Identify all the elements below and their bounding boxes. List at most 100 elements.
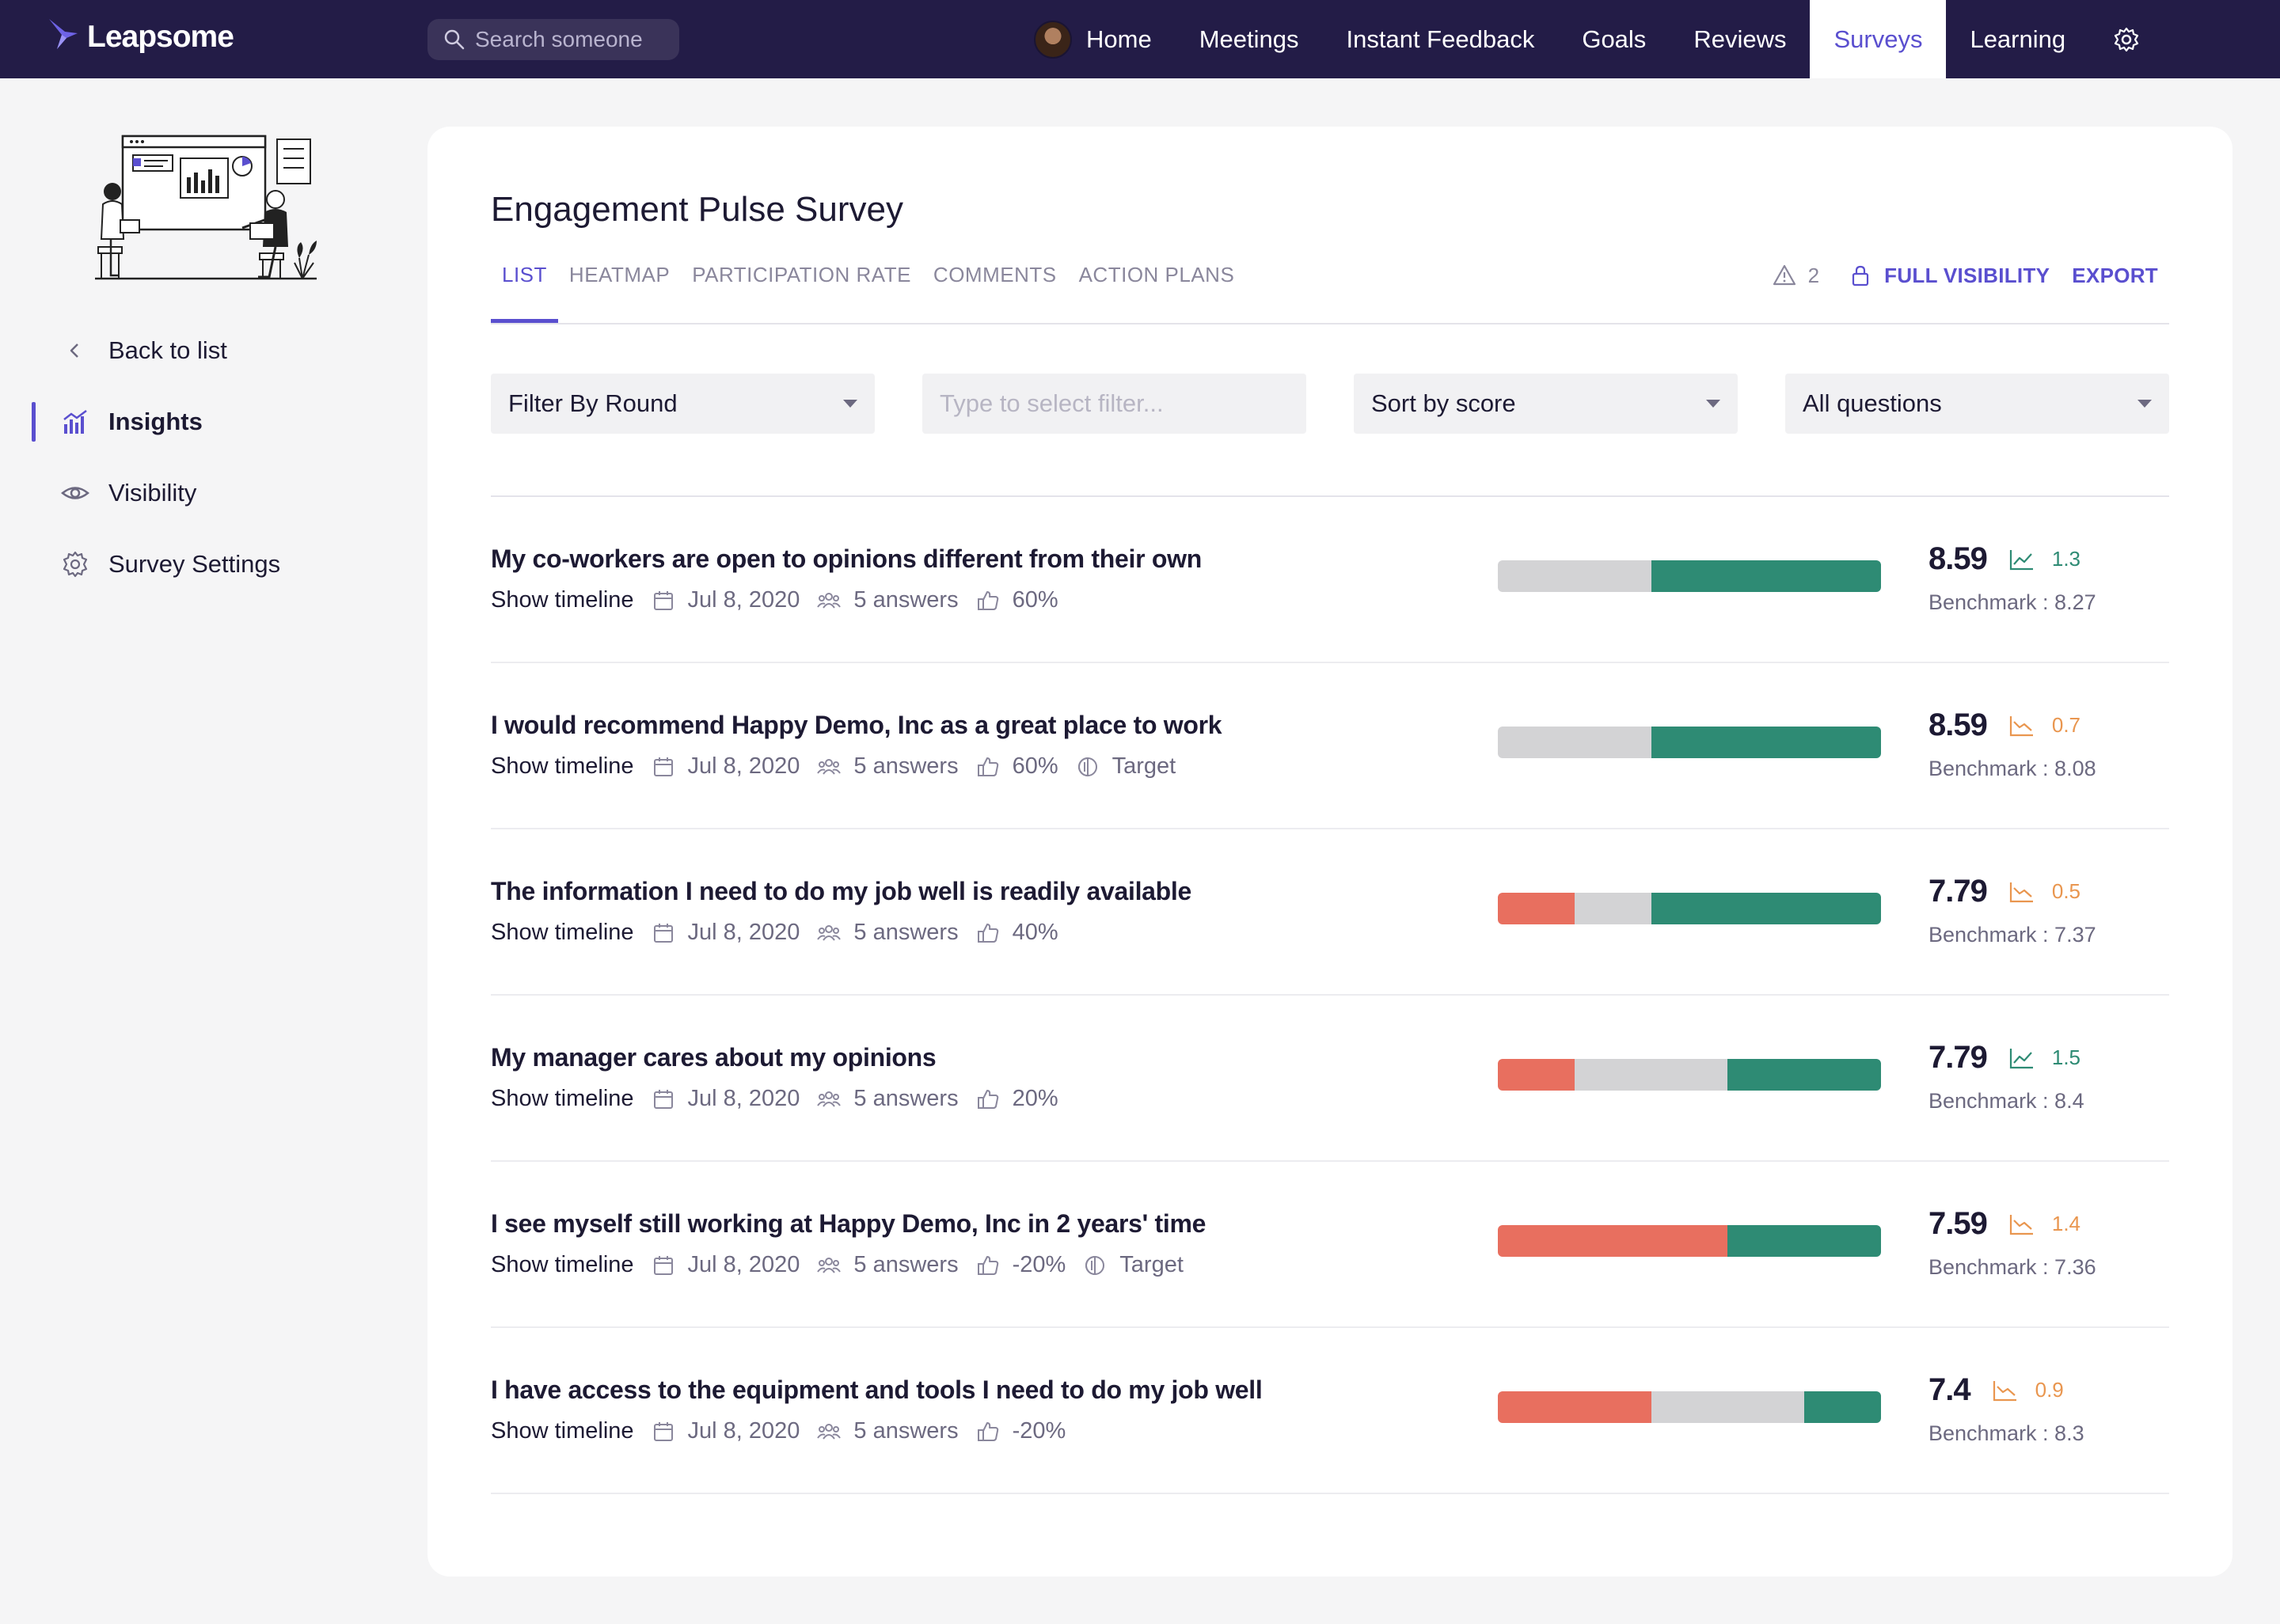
sidebar-item-label: Survey Settings: [108, 550, 281, 578]
favorable-percent: 60%: [1012, 587, 1058, 613]
answers-count: 5 answers: [853, 1252, 959, 1277]
negative-segment: [1498, 1391, 1651, 1423]
nav-reviews[interactable]: Reviews: [1693, 25, 1787, 53]
question-row[interactable]: I have access to the equipment and tools…: [491, 1328, 2169, 1494]
search-input[interactable]: [475, 27, 657, 52]
gear-icon: [2115, 27, 2139, 51]
tab-heatmap[interactable]: HEATMAP: [568, 263, 671, 286]
question-row[interactable]: The information I need to do my job well…: [491, 829, 2169, 996]
tab-participation-rate[interactable]: PARTICIPATION RATE: [692, 263, 911, 286]
select-value: Sort by score: [1371, 389, 1516, 417]
question-row[interactable]: My manager cares about my opinions Show …: [491, 996, 2169, 1162]
nav-goals[interactable]: Goals: [1582, 25, 1647, 53]
export-button[interactable]: EXPORT: [2072, 263, 2158, 287]
show-timeline-link[interactable]: Show timeline: [491, 753, 634, 779]
leapsome-logo[interactable]: Leapsome: [46, 17, 234, 57]
sort-select[interactable]: Sort by score: [1354, 374, 1738, 434]
sidebar-item-survey-settings[interactable]: Survey Settings: [32, 541, 280, 588]
score-block: 8.59 0.7: [1928, 708, 2080, 743]
question-row[interactable]: My co-workers are open to opinions diffe…: [491, 497, 2169, 663]
positive-segment: [1804, 1391, 1881, 1423]
question-title[interactable]: I have access to the equipment and tools…: [491, 1375, 1263, 1404]
filter-input[interactable]: [940, 389, 1289, 418]
search-icon: [444, 29, 465, 50]
question-date: Jul 8, 2020: [687, 920, 800, 945]
score-distribution-bar[interactable]: [1498, 727, 1881, 758]
question-meta: Show timeline Jul 8, 2020 5 answers 60%: [491, 587, 1076, 613]
neutral-segment: [1574, 1059, 1728, 1091]
question-title[interactable]: The information I need to do my job well…: [491, 877, 1192, 905]
target-label: Target: [1119, 1252, 1184, 1277]
tab-comments[interactable]: COMMENTS: [933, 263, 1057, 286]
question-title[interactable]: I would recommend Happy Demo, Inc as a g…: [491, 711, 1222, 739]
tab-list[interactable]: LIST: [491, 263, 558, 323]
score-block: 8.59 1.3: [1928, 541, 2080, 577]
settings-button[interactable]: [2089, 0, 2164, 78]
chart-icon: [59, 406, 91, 438]
questions-select[interactable]: All questions: [1785, 374, 2169, 434]
sidebar-item-back-to-list[interactable]: Back to list: [32, 327, 227, 374]
active-indicator: [32, 402, 36, 442]
full-visibility-link[interactable]: FULL VISIBILITY: [1884, 263, 2050, 287]
people-icon: [817, 921, 842, 945]
tab-action-plans[interactable]: ACTION PLANS: [1078, 263, 1235, 286]
people-icon: [817, 1254, 842, 1277]
score-distribution-bar[interactable]: [1498, 560, 1881, 592]
page-title: Engagement Pulse Survey: [491, 190, 903, 229]
eye-icon: [59, 477, 91, 509]
question-title[interactable]: My co-workers are open to opinions diffe…: [491, 544, 1202, 573]
question-title[interactable]: I see myself still working at Happy Demo…: [491, 1209, 1206, 1238]
show-timeline-link[interactable]: Show timeline: [491, 1418, 634, 1444]
score-delta: 1.5: [2051, 1045, 2081, 1069]
sidebar-item-visibility[interactable]: Visibility: [32, 469, 196, 517]
calendar-icon: [652, 1420, 675, 1444]
score-delta: 0.7: [2051, 713, 2081, 737]
question-row[interactable]: I would recommend Happy Demo, Inc as a g…: [491, 663, 2169, 829]
thumbs-up-icon: [976, 755, 1000, 779]
nav-learning[interactable]: Learning: [1970, 25, 2066, 53]
show-timeline-link[interactable]: Show timeline: [491, 920, 634, 945]
question-meta: Show timeline Jul 8, 2020 5 answers 40%: [491, 920, 1076, 946]
score-distribution-bar[interactable]: [1498, 1225, 1881, 1257]
score-distribution-bar[interactable]: [1498, 1059, 1881, 1091]
negative-segment: [1498, 1059, 1575, 1091]
question-title[interactable]: My manager cares about my opinions: [491, 1043, 937, 1072]
question-row[interactable]: I see myself still working at Happy Demo…: [491, 1162, 2169, 1328]
score-delta: 1.4: [2051, 1212, 2081, 1235]
score-value: 7.59: [1928, 1206, 1988, 1241]
sidebar-item-insights[interactable]: Insights: [32, 398, 203, 446]
filter-input-box[interactable]: [922, 374, 1306, 434]
score-delta: 0.5: [2051, 879, 2081, 903]
favorable-percent: -20%: [1012, 1418, 1066, 1444]
nav-meetings[interactable]: Meetings: [1199, 25, 1299, 53]
user-avatar[interactable]: [1034, 20, 1072, 59]
score-distribution-bar[interactable]: [1498, 893, 1881, 924]
nav-home[interactable]: Home: [1010, 0, 1176, 78]
neutral-segment: [1651, 1391, 1805, 1423]
warning-icon[interactable]: [1772, 263, 1797, 288]
benchmark-text: Benchmark : 8.08: [1928, 757, 2096, 780]
score-distribution-bar[interactable]: [1498, 1391, 1881, 1423]
question-meta: Show timeline Jul 8, 2020 5 answers 60% …: [491, 753, 1193, 780]
show-timeline-link[interactable]: Show timeline: [491, 1252, 634, 1277]
show-timeline-link[interactable]: Show timeline: [491, 587, 634, 613]
nav-surveys[interactable]: Surveys: [1810, 0, 1947, 78]
search-bar[interactable]: [428, 19, 679, 60]
trend-down-icon: [2009, 882, 2033, 902]
negative-segment: [1498, 893, 1575, 924]
nav-instant-feedback[interactable]: Instant Feedback: [1346, 25, 1535, 53]
target-icon: [1083, 1254, 1107, 1277]
show-timeline-link[interactable]: Show timeline: [491, 1086, 634, 1111]
filter-by-round-select[interactable]: Filter By Round: [491, 374, 875, 434]
question-date: Jul 8, 2020: [687, 587, 800, 613]
thumbs-up-icon: [976, 921, 1000, 945]
caret-down-icon: [1706, 400, 1720, 408]
nav-label-home: Home: [1086, 25, 1152, 53]
neutral-segment: [1498, 727, 1651, 758]
answers-count: 5 answers: [853, 1418, 959, 1444]
thumbs-up-icon: [976, 1087, 1000, 1111]
caret-down-icon: [843, 400, 857, 408]
select-value: Filter By Round: [508, 389, 678, 417]
sidebar-item-label: Back to list: [108, 336, 227, 364]
answers-count: 5 answers: [853, 587, 959, 613]
